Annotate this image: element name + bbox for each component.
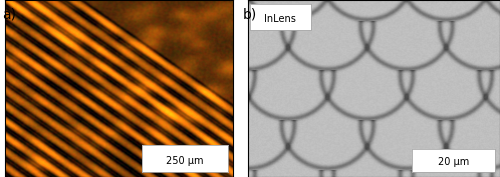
Text: a): a) [2,7,16,21]
Text: b): b) [242,7,257,21]
